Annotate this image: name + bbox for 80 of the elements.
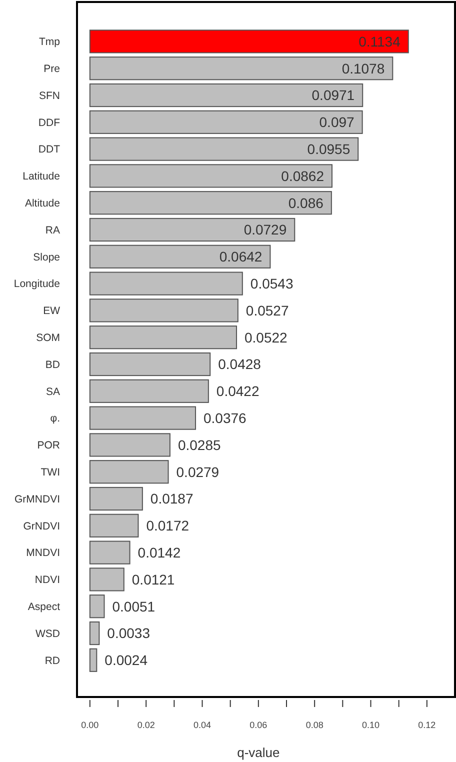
bar	[89, 460, 169, 484]
y-tick-label: Slope	[33, 251, 60, 264]
y-tick-label: POR	[37, 440, 60, 452]
y-tick-label: Aspect	[28, 601, 60, 614]
bar	[89, 514, 139, 538]
data-label: 0.0172	[146, 518, 190, 534]
bar	[89, 56, 394, 80]
y-tick-label: Latitude	[22, 170, 60, 183]
bar	[89, 30, 409, 54]
data-label: 0.0971	[312, 87, 355, 104]
y-tick-label: DDF	[38, 116, 60, 129]
x-tick-label: 0.08	[306, 720, 324, 730]
y-tick-label: GrMNDVI	[14, 493, 60, 506]
x-tick-label: 0.00	[81, 720, 99, 730]
bar	[89, 137, 359, 161]
data-label: 0.0142	[138, 544, 181, 560]
data-label: 0.0285	[178, 436, 221, 453]
x-tick-label: 0.12	[418, 720, 436, 730]
y-tick-label: RD	[44, 654, 60, 667]
y-tick-label: φ.	[50, 412, 60, 425]
y-tick-label: DDT	[38, 144, 61, 156]
y-tick-label: Altitude	[24, 198, 60, 210]
x-tick-label: 0.06	[250, 720, 268, 730]
data-label: 0.1134	[358, 33, 401, 50]
data-label: 0.0522	[244, 329, 288, 346]
data-label: 0.1078	[342, 60, 385, 76]
data-label: 0.0527	[246, 302, 289, 318]
bar	[89, 218, 296, 242]
y-tick-label: SA	[46, 386, 60, 398]
bar	[89, 568, 124, 592]
data-label: 0.0862	[281, 168, 324, 184]
data-label: 0.0033	[107, 625, 150, 642]
y-tick-label: GrNDVI	[23, 520, 60, 532]
bar	[89, 433, 170, 457]
data-label: 0.0121	[132, 571, 175, 588]
bar	[89, 540, 130, 564]
bar	[89, 352, 211, 376]
y-tick-label: TWI	[40, 466, 60, 479]
y-tick-label: EW	[43, 305, 60, 318]
x-tick-label: 0.04	[193, 720, 212, 730]
x-tick-label: 0.02	[137, 720, 155, 730]
y-tick-label: Tmp	[39, 36, 60, 48]
bar	[89, 648, 98, 672]
bar	[89, 272, 243, 296]
bar	[89, 594, 105, 618]
bar	[89, 406, 196, 430]
bar	[89, 83, 364, 108]
data-label: 0.0729	[244, 222, 287, 238]
y-tick-label: WSD	[36, 628, 60, 640]
y-tick-label: MNDVI	[26, 547, 60, 560]
data-label: 0.0428	[218, 356, 262, 372]
data-label: 0.086	[288, 194, 324, 211]
x-tick-label: 0.10	[362, 720, 380, 730]
bar	[89, 244, 271, 268]
y-tick-label: Longitude	[14, 278, 60, 290]
bar	[89, 164, 332, 188]
data-label: 0.0642	[219, 248, 262, 265]
data-label: 0.0024	[104, 652, 148, 668]
y-tick-label: SOM	[36, 332, 60, 344]
data-label: 0.0051	[112, 598, 156, 614]
data-label: 0.097	[319, 114, 355, 130]
data-label: 0.0187	[150, 490, 194, 507]
data-label: 0.0543	[250, 275, 294, 292]
bar	[89, 298, 238, 322]
bar	[89, 110, 363, 134]
y-tick-label: RA	[45, 224, 60, 236]
bar	[89, 621, 100, 646]
data-label: 0.0279	[176, 464, 220, 480]
bar	[89, 379, 209, 403]
data-label: 0.0955	[307, 140, 350, 157]
data-label: 0.0376	[204, 410, 247, 426]
y-tick-label: NDVI	[34, 574, 60, 586]
y-tick-label: Pre	[44, 63, 60, 76]
bar	[89, 191, 332, 215]
bar	[89, 326, 238, 350]
bar	[89, 486, 143, 511]
data-label: 0.0422	[216, 383, 260, 400]
y-tick-label: BD	[45, 358, 60, 371]
y-tick-label: SFN	[39, 90, 60, 102]
x-axis-title: q-value	[237, 745, 280, 760]
